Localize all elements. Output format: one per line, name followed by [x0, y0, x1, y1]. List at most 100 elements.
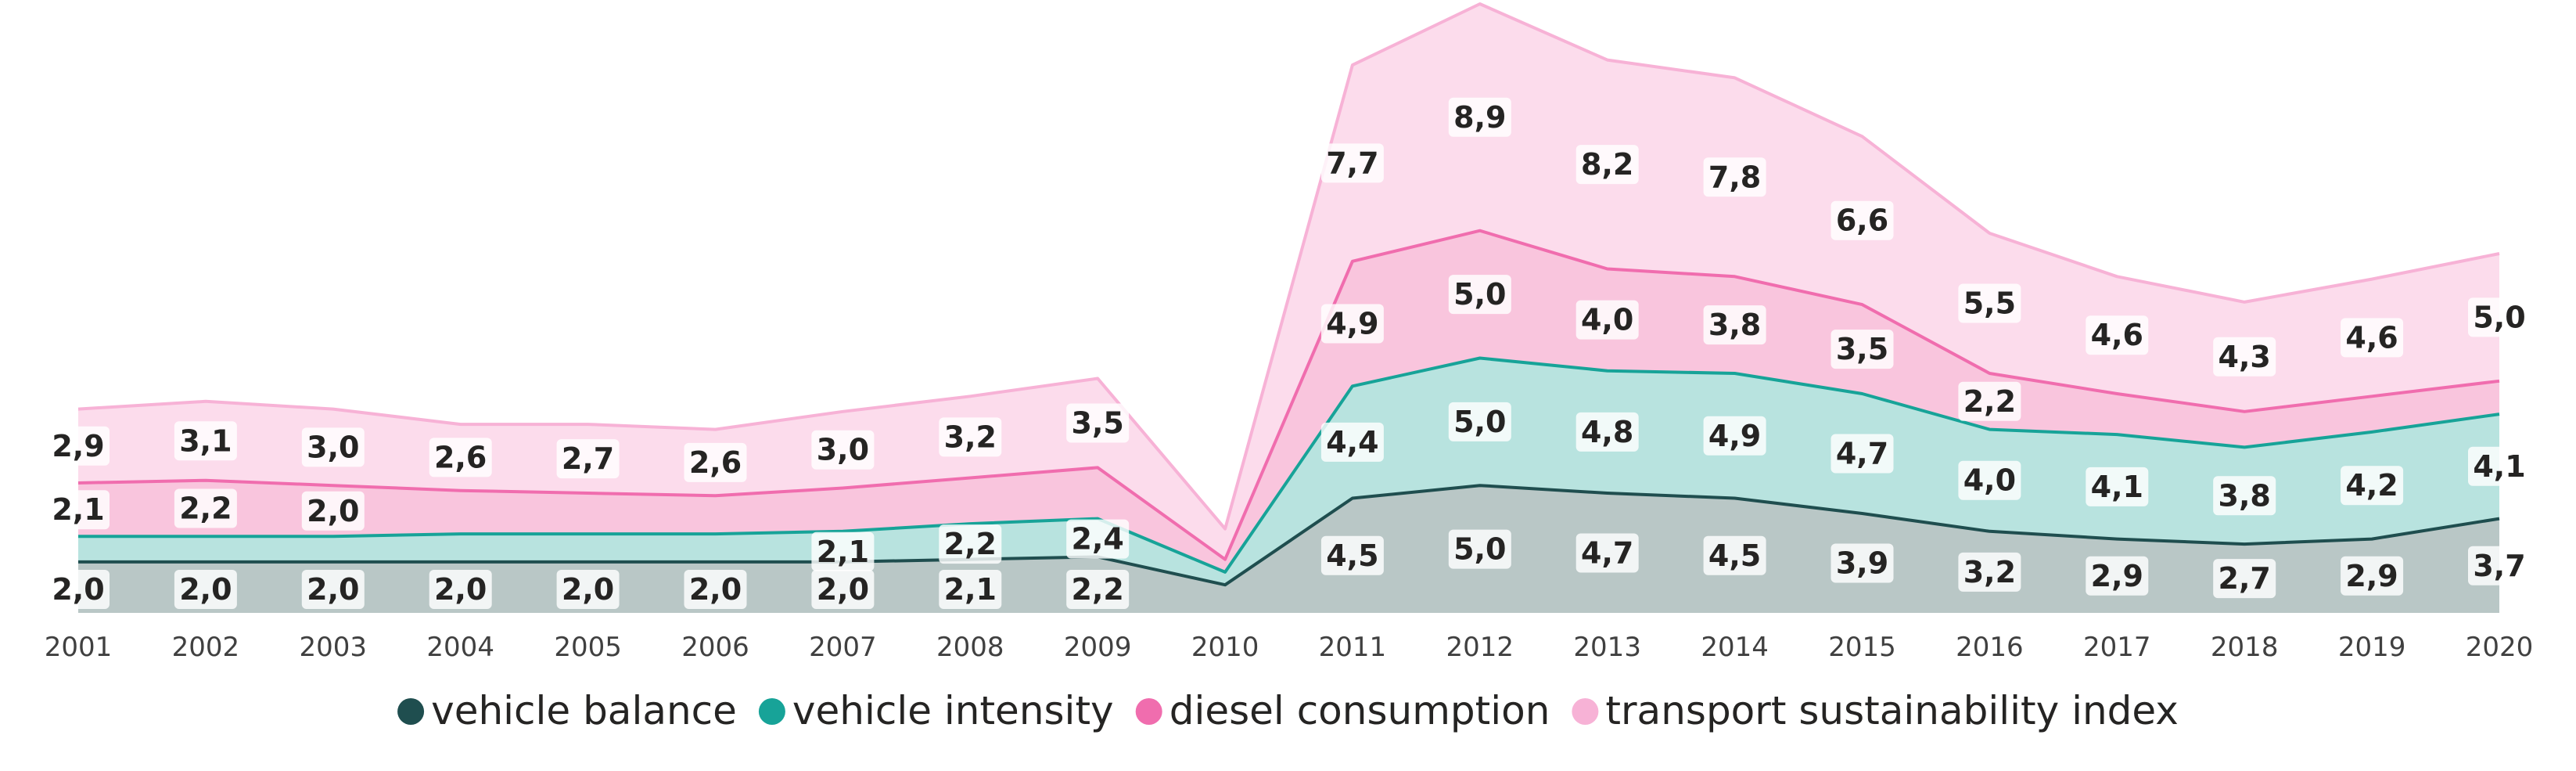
data-label-transport-sustainability-index-2007: 3,0: [811, 430, 875, 470]
area-transport-sustainability-index: [78, 4, 2499, 560]
data-label-box: [1703, 535, 1766, 575]
data-label-text: 7,8: [1708, 160, 1761, 194]
data-label-vehicle-intensity-2018: 3,8: [2213, 476, 2276, 516]
data-label-vehicle-balance-2016: 3,2: [1958, 552, 2021, 592]
x-tick-label-2001: 2001: [45, 632, 113, 663]
data-labels-layer: 2,0 2,0 2,0 2,0 2,0 2,0 2,0 2,1 2,24,5 5,0 4,7 4,5 3…: [47, 97, 2531, 609]
data-label-box: [1448, 275, 1511, 315]
legend-item-vehicle-balance[interactable]: vehicle balance: [397, 688, 737, 733]
data-label-diesel-consumption-2003: 2,0: [301, 491, 365, 531]
x-tick-label-2017: 2017: [2083, 632, 2151, 663]
data-label-box: [1448, 97, 1511, 137]
data-label-text: 4,6: [2345, 320, 2398, 355]
data-label-text: 4,5: [1708, 539, 1761, 573]
data-label-text: 2,0: [434, 572, 487, 607]
data-label-vehicle-balance-2012: 5,0: [1448, 529, 1511, 569]
data-label-text: 2,7: [562, 441, 614, 476]
data-label-box: [2213, 476, 2276, 516]
legend-item-diesel-consumption[interactable]: diesel consumption: [1135, 688, 1550, 733]
data-label-text: 2,1: [817, 535, 869, 569]
data-label-text: 3,5: [1072, 406, 1124, 441]
data-label-box: [1958, 552, 2021, 592]
area-vehicle-intensity: [78, 358, 2499, 585]
data-label-text: 5,0: [1453, 532, 1506, 567]
data-label-text: 8,9: [1453, 100, 1506, 135]
area-vehicle-balance: [78, 485, 2499, 613]
legend-item-vehicle-intensity[interactable]: vehicle intensity: [758, 688, 1114, 733]
data-label-text: 4,7: [1581, 536, 1633, 571]
data-label-box: [1320, 304, 1384, 344]
data-label-diesel-consumption-2015: 3,5: [1831, 330, 1894, 369]
legend-item-transport-sustainability-index[interactable]: transport sustainability index: [1572, 688, 2179, 733]
data-label-transport-sustainability-index-2015: 6,6: [1831, 200, 1894, 240]
data-label-text: 4,0: [1581, 303, 1633, 337]
data-label-vehicle-balance-2019: 2,9: [2341, 556, 2404, 596]
data-label-vehicle-balance-2006: 2,0: [684, 570, 747, 609]
x-tick-label-2018: 2018: [2211, 632, 2279, 663]
data-label-text: 2,0: [179, 572, 232, 607]
line-transport-sustainability-index: [77, 2, 2500, 531]
x-tick-label-2011: 2011: [1319, 632, 1387, 663]
data-label-transport-sustainability-index-2004: 2,6: [429, 438, 492, 477]
data-label-box: [47, 490, 110, 530]
x-tick-label-2003: 2003: [300, 632, 368, 663]
data-label-vehicle-balance-2004: 2,0: [429, 570, 492, 609]
data-label-box: [2341, 466, 2404, 506]
data-label-box: [2468, 446, 2531, 486]
x-tick-label-2006: 2006: [681, 632, 749, 663]
data-label-box: [939, 417, 1002, 457]
line-vehicle-intensity: [78, 356, 2500, 574]
data-label-box: [1958, 460, 2021, 500]
data-label-transport-sustainability-index-2019: 4,6: [2341, 318, 2404, 358]
x-tick-label-2009: 2009: [1064, 632, 1132, 663]
data-label-vehicle-intensity-2016: 4,0: [1958, 460, 2021, 500]
data-label-text: 4,3: [2219, 340, 2271, 374]
data-label-text: 2,2: [944, 527, 997, 561]
legend-label-vehicle-balance: vehicle balance: [431, 688, 737, 733]
data-label-text: 4,5: [1326, 539, 1378, 573]
data-label-text: 6,6: [1836, 204, 1888, 238]
data-label-text: 2,0: [817, 572, 869, 607]
data-label-transport-sustainability-index-2011: 7,7: [1320, 143, 1384, 183]
data-label-vehicle-intensity-2014: 4,9: [1703, 416, 1766, 456]
data-label-vehicle-balance-2020: 3,7: [2468, 546, 2531, 585]
data-label-box: [811, 531, 875, 571]
data-label-text: 3,8: [1708, 308, 1761, 342]
data-label-text: 2,2: [1072, 572, 1124, 607]
data-label-box: [939, 524, 1002, 564]
data-label-vehicle-balance-2009: 2,2: [1066, 570, 1130, 609]
data-label-vehicle-intensity-2020: 4,1: [2468, 446, 2531, 486]
areas-layer: [78, 4, 2499, 613]
data-label-box: [174, 421, 237, 461]
data-label-text: 2,9: [2345, 559, 2398, 593]
data-label-box: [811, 430, 875, 470]
x-tick-label-2015: 2015: [1828, 632, 1896, 663]
data-label-box: [301, 491, 365, 531]
data-label-vehicle-intensity-2019: 4,2: [2341, 466, 2404, 506]
data-label-transport-sustainability-index-2017: 4,6: [2086, 315, 2149, 355]
data-label-vehicle-balance-2014: 4,5: [1703, 535, 1766, 575]
data-label-transport-sustainability-index-2013: 8,2: [1575, 145, 1639, 185]
data-label-diesel-consumption-2012: 5,0: [1448, 275, 1511, 315]
data-label-transport-sustainability-index-2014: 7,8: [1703, 157, 1766, 197]
data-label-vehicle-balance-2001: 2,0: [47, 570, 110, 609]
data-label-text: 2,0: [689, 572, 742, 607]
data-label-transport-sustainability-index-2009: 3,5: [1066, 403, 1130, 443]
legend-marker-transport-sustainability-index: [1572, 698, 1599, 725]
data-label-text: 2,4: [1072, 522, 1124, 557]
data-label-vehicle-intensity-2017: 4,1: [2086, 467, 2149, 506]
data-label-box: [2468, 297, 2531, 337]
data-label-vehicle-intensity-2009: 2,4: [1066, 519, 1130, 559]
data-label-box: [2468, 546, 2531, 585]
data-label-transport-sustainability-index-2008: 3,2: [939, 417, 1002, 457]
data-label-box: [1958, 381, 2021, 421]
data-label-transport-sustainability-index-2020: 5,0: [2468, 297, 2531, 337]
data-label-box: [1066, 570, 1130, 609]
data-label-text: 2,2: [1963, 384, 2016, 419]
data-label-box: [1958, 283, 2021, 323]
data-label-diesel-consumption-2013: 4,0: [1575, 300, 1639, 340]
line-diesel-consumption: [77, 229, 2500, 561]
data-label-text: 2,0: [52, 572, 104, 607]
data-label-text: 3,2: [1963, 555, 2016, 589]
data-label-text: 2,7: [2219, 561, 2271, 596]
